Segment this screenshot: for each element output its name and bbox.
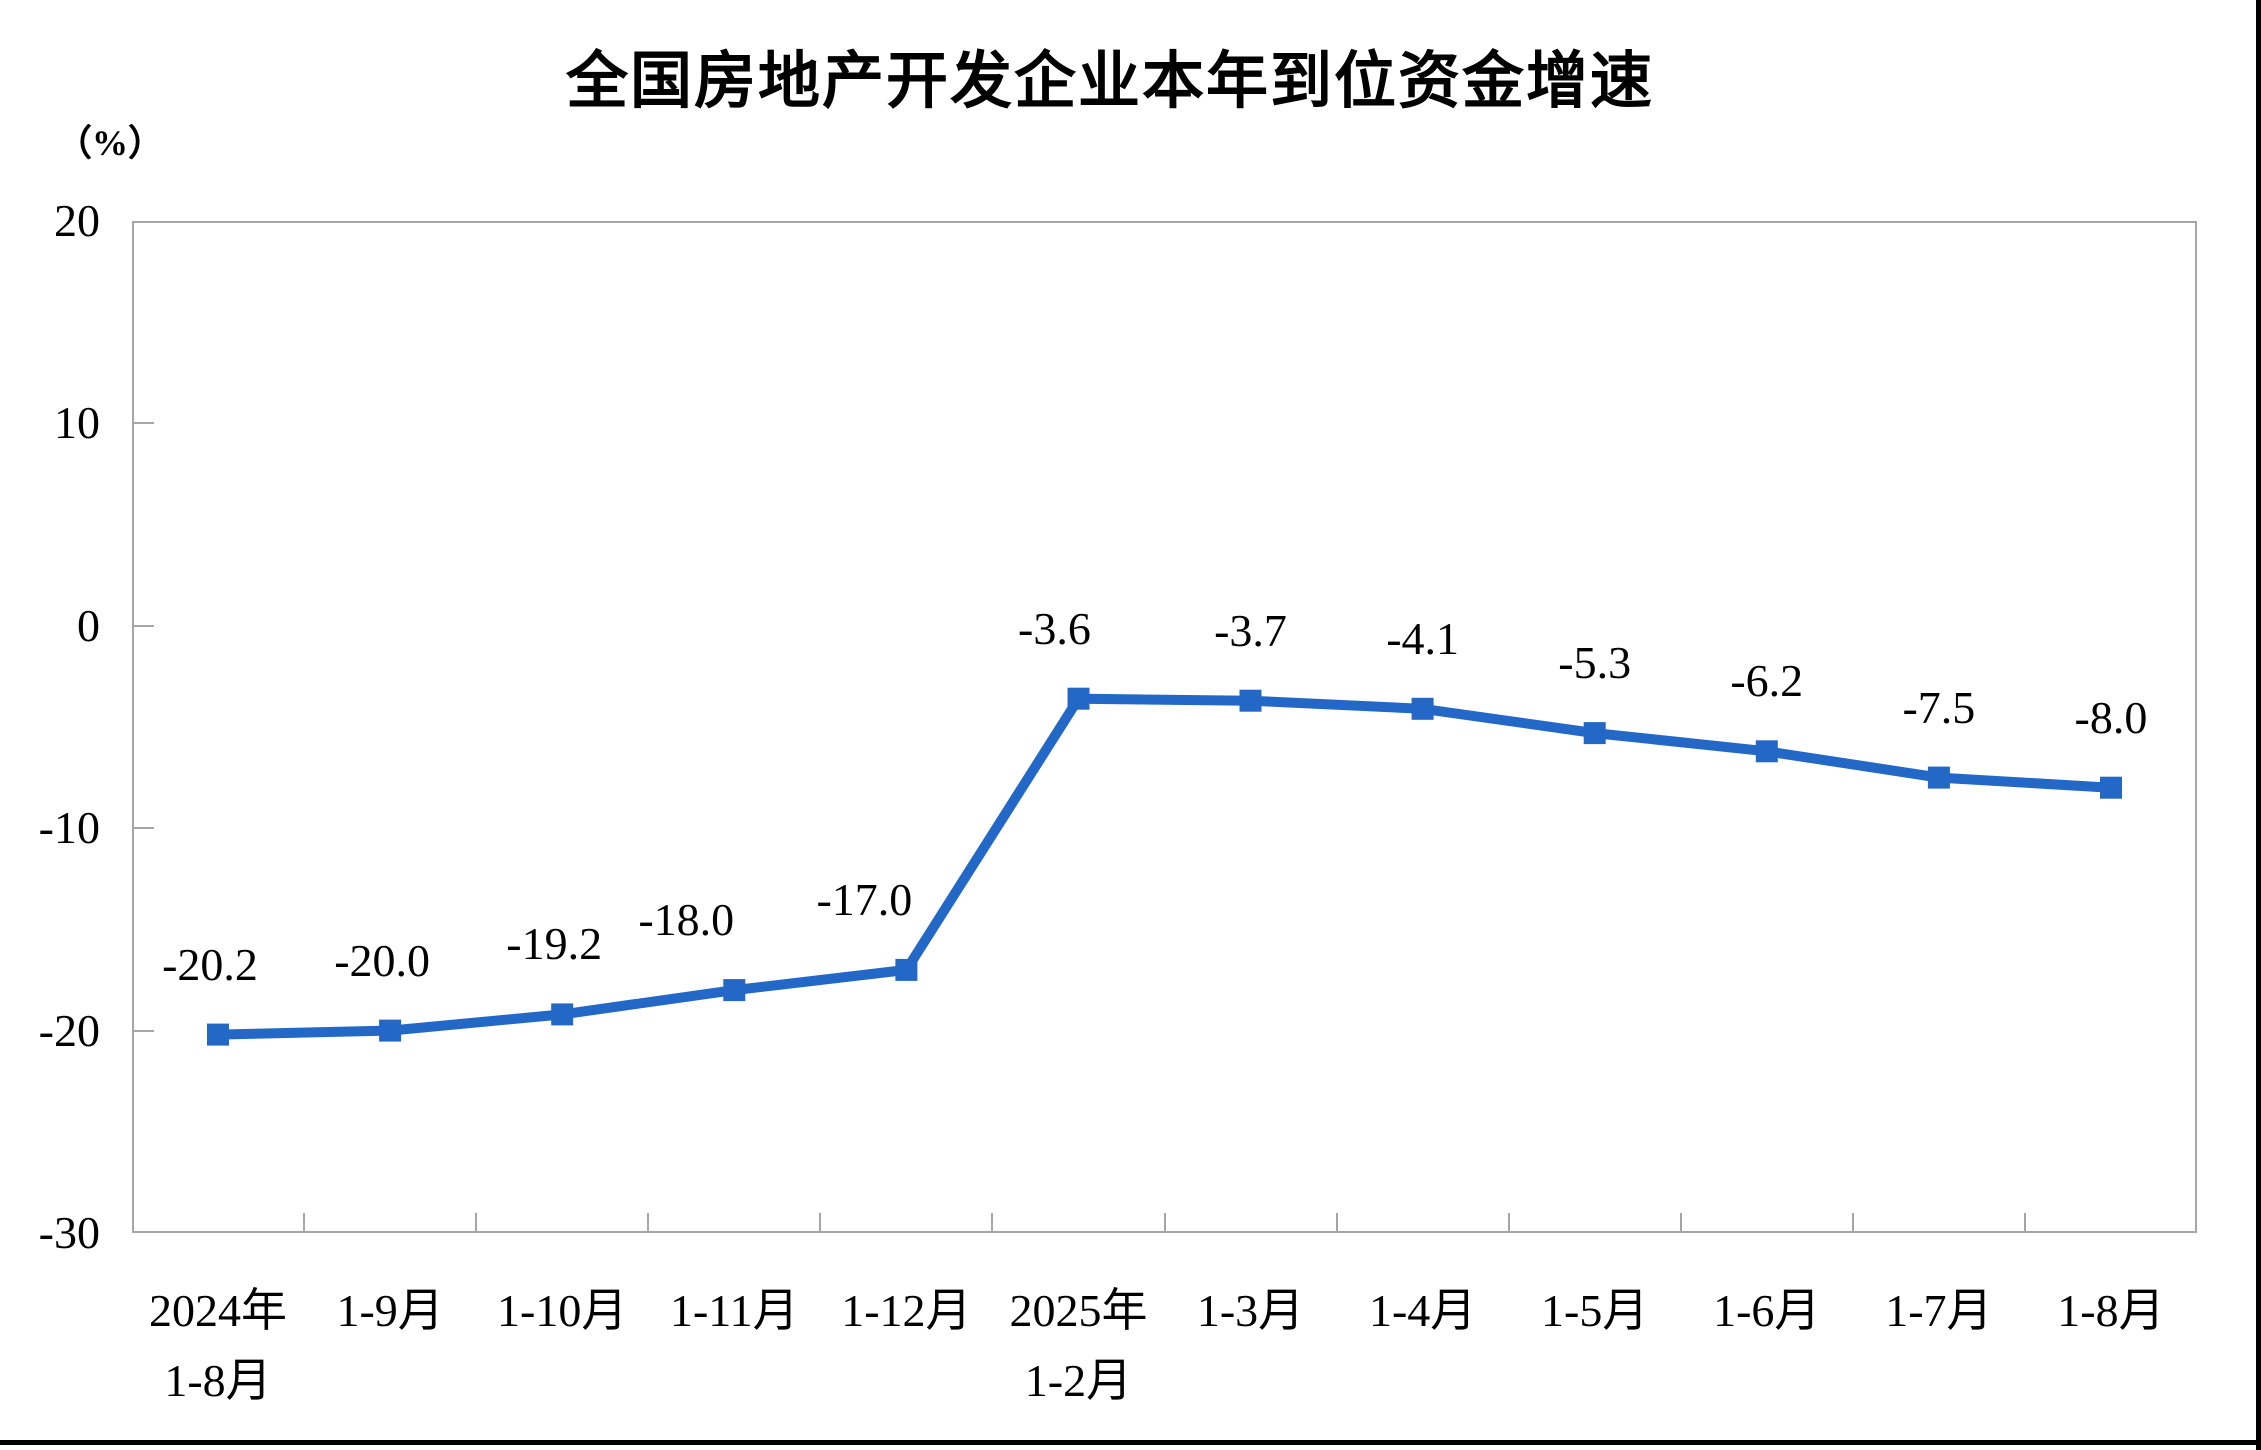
x-tick-label: 1-5月 xyxy=(1541,1285,1649,1336)
data-point-marker xyxy=(1067,687,1090,710)
data-label: -20.2 xyxy=(162,938,258,990)
category-boundary-tick xyxy=(819,1213,822,1231)
chart-title: 全国房地产开发企业本年到位资金增速 xyxy=(565,47,1654,116)
y-tick-mark xyxy=(132,422,154,425)
x-tick-label: 1-10月 xyxy=(497,1285,628,1336)
y-tick-label: -10 xyxy=(38,802,100,854)
y-tick-mark xyxy=(132,624,154,627)
data-label: -3.6 xyxy=(1018,602,1091,654)
data-point-marker xyxy=(379,1019,402,1042)
data-label: -8.0 xyxy=(2074,691,2148,743)
x-tick-label: 1-11月 xyxy=(669,1285,799,1336)
y-tick-label: -20 xyxy=(38,1004,100,1056)
page-right-divider xyxy=(2256,0,2261,1450)
data-point-marker xyxy=(895,958,918,981)
category-boundary-tick xyxy=(647,1213,650,1231)
y-tick-label: 10 xyxy=(54,397,100,449)
y-tick-label: -30 xyxy=(38,1207,100,1258)
x-tick-label: 2024年 1-8月 xyxy=(149,1285,288,1406)
line-series-layer xyxy=(207,687,2122,1046)
data-point-marker xyxy=(1239,689,1262,712)
data-label: -4.1 xyxy=(1386,612,1460,664)
x-tick-label: 2025年 1-2月 xyxy=(1009,1285,1148,1406)
data-label: -18.0 xyxy=(638,894,735,946)
x-tick-label: 1-12月 xyxy=(841,1285,972,1336)
page-bottom-divider xyxy=(0,1440,2261,1445)
category-boundary-tick xyxy=(1163,1213,1166,1231)
data-point-marker xyxy=(551,1003,574,1026)
data-label: -20.0 xyxy=(334,934,431,986)
category-boundary-tick xyxy=(303,1213,306,1231)
category-boundary-tick xyxy=(2023,1213,2026,1231)
plot-area xyxy=(132,221,2197,1233)
data-label: -6.2 xyxy=(1730,655,1804,707)
y-tick-mark xyxy=(132,1029,154,1032)
data-point-marker xyxy=(1583,722,1606,745)
data-point-marker xyxy=(1927,766,1950,789)
data-point-marker xyxy=(2100,776,2122,799)
x-tick-label: 1-9月 xyxy=(336,1285,444,1336)
category-boundary-tick xyxy=(991,1213,994,1231)
category-boundary-tick xyxy=(1507,1213,1510,1231)
x-tick-label: 1-7月 xyxy=(1885,1285,1993,1336)
x-tick-label: 1-8月 xyxy=(2057,1285,2165,1336)
x-tick-label: 1-4月 xyxy=(1368,1285,1477,1336)
data-label: -3.7 xyxy=(1214,604,1287,656)
data-label: -7.5 xyxy=(1902,681,1976,733)
x-tick-label: 1-6月 xyxy=(1713,1285,1821,1336)
x-tick-label: 1-3月 xyxy=(1196,1285,1305,1336)
data-label: -19.2 xyxy=(506,918,603,970)
y-tick-label: 0 xyxy=(77,599,100,651)
category-boundary-tick xyxy=(1335,1213,1338,1231)
data-point-marker xyxy=(207,1023,229,1046)
series-line xyxy=(217,693,2112,1040)
data-label: -17.0 xyxy=(816,873,913,925)
data-label: -5.3 xyxy=(1558,637,1632,689)
y-tick-mark xyxy=(132,827,154,830)
data-point-marker xyxy=(1411,697,1434,720)
category-boundary-tick xyxy=(1851,1213,1854,1231)
category-boundary-tick xyxy=(1679,1213,1682,1231)
data-point-marker xyxy=(723,979,746,1002)
data-point-marker xyxy=(1755,740,1778,763)
y-axis-unit-label: （%） xyxy=(56,123,165,163)
category-boundary-tick xyxy=(475,1213,478,1231)
y-tick-label: 20 xyxy=(54,195,100,246)
